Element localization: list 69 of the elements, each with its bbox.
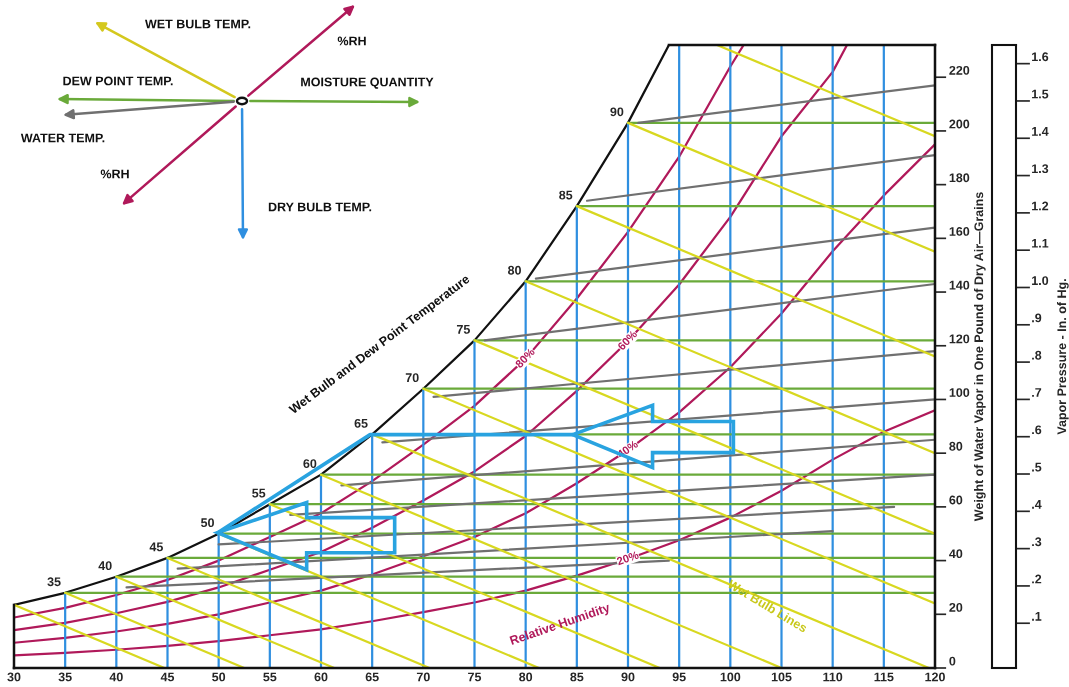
y2-tick-label: 1.2	[1032, 201, 1049, 211]
annotation: WATER TEMP.	[20, 133, 105, 143]
x-tick-label: 50	[212, 672, 226, 682]
y2-tick-label: .2	[1032, 574, 1042, 584]
x-tick-label: 95	[672, 672, 686, 682]
y-axis-title: Weight of Water Vapor in One Pound of Dry Air—Grains	[974, 192, 986, 522]
x-tick-label: 80	[519, 672, 533, 682]
annotation: 75	[456, 325, 470, 334]
annotation: 80	[507, 265, 521, 275]
y-tick-label: 20	[949, 602, 963, 612]
y-tick-label: 220	[949, 65, 970, 75]
y2-tick-label: .9	[1032, 313, 1042, 323]
annotation: 85	[559, 190, 573, 200]
y-tick-label: 200	[949, 119, 970, 129]
y-tick-label: 120	[949, 334, 970, 344]
y-tick-label: 40	[949, 549, 963, 559]
x-tick-label: 105	[771, 672, 792, 682]
annotation: 70	[405, 373, 419, 383]
x-tick-label: 35	[58, 672, 72, 682]
y2-tick-label: 1.4	[1032, 127, 1049, 136]
y2-tick-label: .1	[1032, 612, 1042, 621]
y2-tick-label: 1.6	[1032, 52, 1049, 62]
annotation: %RH	[100, 169, 129, 179]
x-tick-label: 60	[314, 672, 328, 682]
annotation: 35	[47, 577, 61, 587]
series-label: 20%	[616, 550, 640, 566]
x-tick-label: 40	[109, 672, 123, 682]
y2-tick-label: 1.0	[1032, 276, 1049, 286]
annotation: 55	[252, 488, 266, 498]
annotation: 40	[98, 561, 112, 571]
y2-tick-label: .6	[1032, 425, 1042, 435]
x-tick-label: 30	[7, 672, 21, 682]
text: WET BULB TEMP.	[145, 19, 251, 29]
annotation: 50	[200, 518, 214, 528]
annotation: 65	[354, 418, 368, 428]
y-tick-label: 140	[949, 280, 970, 290]
annotation: MOISTURE QUANTITY	[301, 77, 434, 89]
y2-tick-label: .8	[1032, 350, 1042, 360]
x-tick-label: 65	[365, 672, 379, 682]
y2-tick-label: .5	[1032, 462, 1042, 472]
annotation: 90	[610, 107, 624, 117]
annotation: 45	[149, 542, 163, 552]
x-tick-label: 100	[720, 672, 741, 682]
x-tick-label: 85	[570, 672, 584, 682]
y-tick-label: 160	[949, 227, 970, 236]
y2-tick-label: 1.5	[1032, 89, 1049, 99]
annotation: 60	[303, 459, 317, 469]
x-tick-label: 90	[621, 672, 635, 682]
x-tick-label: 75	[468, 672, 482, 682]
y2-tick-label: 1.1	[1032, 238, 1049, 248]
y-tick-label: 0	[949, 656, 956, 666]
y2-tick-label: 1.3	[1032, 164, 1049, 174]
x-tick-label: 55	[263, 672, 277, 682]
y-tick-label: 80	[949, 441, 963, 451]
annotation: DRY BULB TEMP.	[268, 202, 372, 212]
x-tick-label: 120	[925, 672, 945, 682]
annotation: DEW POINT TEMP.	[63, 76, 173, 86]
annotation: %RH	[337, 36, 366, 46]
y2-tick-label: .4	[1032, 500, 1042, 509]
y2-tick-label: .3	[1032, 537, 1042, 547]
y2-tick-label: .7	[1032, 388, 1042, 397]
x-tick-label: 45	[160, 672, 175, 682]
x-tick-label: 70	[416, 672, 430, 682]
y2-axis-title: Vapor Pressure - In. of Hg.	[1056, 279, 1069, 435]
x-tick-label: 110	[823, 672, 843, 682]
y-tick-label: 100	[949, 388, 970, 397]
y-tick-label: 60	[949, 495, 963, 505]
x-tick-label: 115	[874, 672, 894, 682]
y-tick-label: 180	[949, 173, 970, 183]
